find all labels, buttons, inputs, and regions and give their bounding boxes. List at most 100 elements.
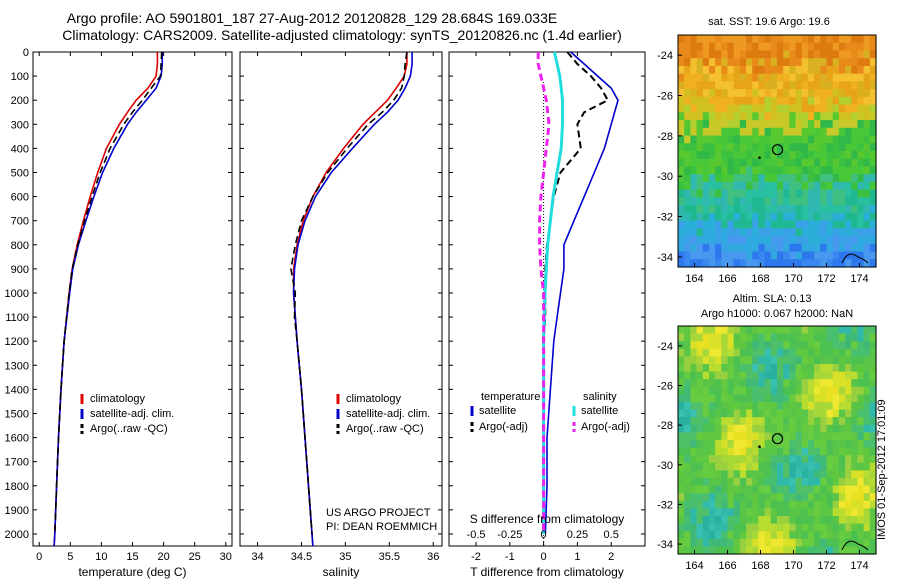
map-cell	[807, 546, 815, 555]
map-cell	[678, 65, 685, 75]
map-cell	[770, 112, 778, 121]
map-cell	[838, 251, 846, 260]
map-cell	[690, 259, 698, 268]
map-cell	[789, 42, 797, 52]
map-cell	[832, 212, 840, 222]
map-cell	[838, 485, 846, 494]
map-cell	[708, 127, 716, 137]
map-cell	[696, 104, 704, 113]
map-cell	[690, 455, 698, 464]
map-cell	[832, 348, 840, 357]
map-cell	[869, 236, 877, 245]
map-cell	[795, 89, 803, 98]
map-cell	[721, 220, 729, 229]
map-cell	[863, 394, 871, 403]
map-cell	[758, 220, 766, 229]
map-cell	[721, 508, 729, 517]
map-cell	[696, 112, 704, 121]
map-cell	[715, 112, 722, 121]
x-axis-label: temperature (deg C)	[78, 565, 186, 579]
map-cell	[696, 50, 704, 59]
map-cell	[721, 151, 729, 160]
map-cell	[752, 478, 760, 487]
map-cell	[702, 546, 710, 555]
map-cell	[851, 212, 859, 222]
map-cell	[857, 181, 865, 191]
map-cell	[845, 508, 852, 517]
map-cell	[764, 251, 772, 260]
map-cell	[795, 73, 803, 82]
map-cell	[795, 440, 803, 449]
map-cell	[684, 455, 691, 464]
map-cell	[702, 158, 710, 168]
map-cell	[746, 158, 753, 168]
map-cell	[777, 364, 784, 373]
legend-label: Argo(..raw -QC)	[90, 423, 168, 435]
map-cell	[807, 112, 815, 121]
map-cell	[820, 181, 828, 191]
map-cell	[857, 143, 865, 152]
map-cell	[733, 470, 741, 479]
map-cell	[807, 409, 815, 418]
map-cell	[758, 455, 766, 464]
temperature-line-1	[53, 52, 164, 547]
map-cell	[764, 236, 772, 245]
map-cell	[826, 120, 834, 129]
map-cell	[783, 127, 790, 137]
map-cell	[727, 409, 735, 418]
map-cell	[807, 174, 815, 183]
map-cell	[696, 205, 704, 214]
sla-map-title: Altim. SLA: 0.13	[733, 293, 812, 305]
map-cell	[820, 120, 828, 129]
legend-label: Argo(-adj)	[479, 421, 528, 433]
map-cell	[708, 120, 716, 129]
map-cell	[752, 493, 760, 502]
map-cell	[807, 531, 815, 540]
map-cell	[770, 127, 778, 137]
argo-track-point	[758, 156, 761, 159]
map-cell	[758, 379, 766, 388]
map-cell	[826, 326, 834, 335]
map-cell	[684, 364, 691, 373]
map-cell	[820, 42, 828, 52]
map-cell	[801, 81, 809, 90]
map-cell	[684, 58, 691, 67]
map-cell	[820, 89, 828, 98]
map-cell	[789, 348, 797, 357]
map-cell	[758, 205, 766, 214]
map-cell	[715, 379, 722, 388]
map-cell	[832, 65, 840, 75]
map-cell	[708, 58, 716, 67]
map-cell	[721, 485, 729, 494]
map-cell	[857, 440, 865, 449]
map-cell	[690, 417, 698, 426]
map-cell	[684, 341, 691, 350]
map-cell	[863, 259, 871, 268]
map-cell	[789, 35, 797, 44]
map-cell	[814, 424, 821, 433]
map-cell	[863, 151, 871, 160]
map-cell	[746, 197, 753, 206]
map-cell	[690, 151, 698, 160]
map-cell	[789, 104, 797, 113]
map-cell	[789, 478, 797, 487]
map-cell	[727, 379, 735, 388]
map-cell	[739, 174, 747, 183]
map-cell	[801, 104, 809, 113]
map-cell	[678, 181, 685, 191]
map-cell	[721, 379, 729, 388]
map-cell	[795, 531, 803, 540]
map-cell	[838, 112, 846, 121]
map-cell	[814, 158, 821, 168]
map-cell	[770, 333, 778, 342]
map-cell	[838, 174, 846, 183]
map-cell	[690, 500, 698, 509]
map-cell	[777, 251, 784, 260]
map-cell	[783, 500, 790, 509]
map-cell	[857, 371, 865, 380]
map-cell	[752, 212, 760, 222]
map-cell	[801, 243, 809, 253]
map-cell	[777, 455, 784, 464]
map-cell	[777, 112, 784, 121]
map-cell	[727, 402, 735, 411]
